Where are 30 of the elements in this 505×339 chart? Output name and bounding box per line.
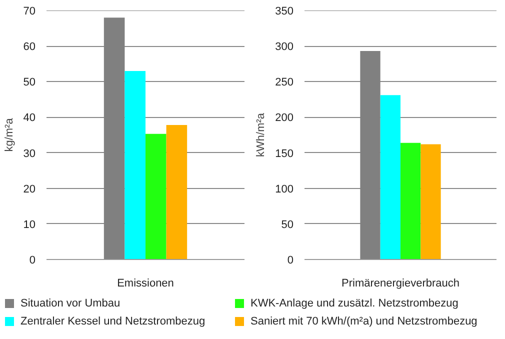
x-tick-label: Primärenergieverbrauch (342, 278, 460, 290)
legend-label: KWK-Anlage und zusätzl. Netzstrombezug (250, 298, 458, 310)
y-tick-label: 300 (275, 41, 294, 54)
bar (400, 142, 421, 260)
y-tick-label: 250 (275, 76, 294, 89)
bar (146, 134, 166, 260)
bar (380, 95, 400, 260)
bar (166, 125, 188, 260)
y-tick-label: 200 (275, 112, 294, 124)
bar (420, 144, 441, 260)
y-tick-label: 100 (275, 183, 294, 196)
y-tick-label: 50 (281, 218, 294, 231)
y-tick-label: 10 (23, 218, 36, 231)
y-tick-label: 0 (287, 254, 294, 266)
y-axis-title: kg/m²a (3, 117, 16, 152)
y-tick-label: 50 (23, 76, 36, 89)
y-tick-label: 70 (23, 6, 36, 18)
y-tick-label: 150 (275, 148, 294, 160)
legend-label: Saniert mit 70 kWh/(m²a) und Netzstrombezug (250, 316, 478, 328)
y-tick-label: 0 (29, 254, 36, 266)
legend-label: Situation vor Umbau (20, 298, 120, 310)
y-tick-label: 60 (23, 41, 36, 54)
y-tick-label: 40 (23, 112, 36, 124)
y-axis-title: kWh/m²a (255, 112, 268, 157)
legend-label: Zentraler Kessel und Netzstrombezug (20, 316, 206, 328)
bar (124, 70, 146, 260)
x-tick-label: Emissionen (117, 278, 174, 290)
y-tick-label: 350 (275, 6, 294, 18)
y-tick-label: 30 (23, 148, 36, 160)
y-tick-label: 20 (23, 183, 36, 196)
